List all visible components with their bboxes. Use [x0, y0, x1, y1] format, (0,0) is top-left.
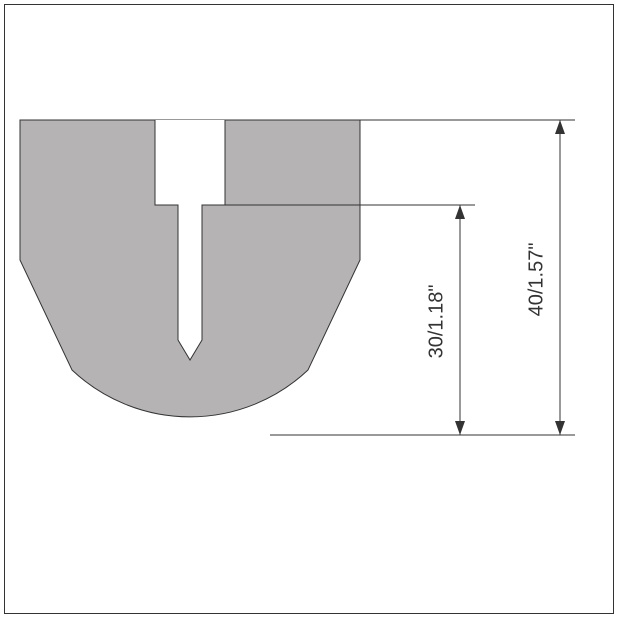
dim-label-30: 30/1.18": [425, 285, 448, 359]
dim-label-40: 40/1.57": [525, 243, 548, 317]
